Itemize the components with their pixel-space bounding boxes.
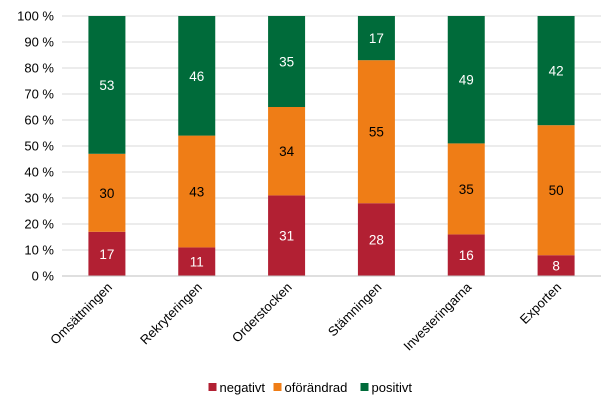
- data-label: 11: [190, 255, 204, 270]
- legend-swatch: [360, 383, 369, 391]
- bar-segment-oförändrad: [447, 143, 485, 235]
- y-tick-label: 40 %: [24, 165, 54, 180]
- bar-segment-oförändrad: [357, 60, 395, 204]
- data-label: 30: [99, 186, 114, 201]
- bar-segment-oförändrad: [88, 153, 126, 232]
- y-tick-label: 100 %: [17, 9, 54, 24]
- y-tick-label: 80 %: [24, 61, 54, 76]
- data-label: 46: [189, 69, 204, 84]
- y-tick-label: 60 %: [24, 113, 54, 128]
- y-tick-label: 10 %: [24, 243, 54, 258]
- x-tick-label: Investeringarna: [400, 279, 475, 354]
- bar-segment-oförändrad: [178, 135, 216, 248]
- data-label: 35: [459, 182, 474, 197]
- data-label: 49: [459, 73, 474, 88]
- y-tick-label: 50 %: [24, 139, 54, 154]
- legend-label: oförändrad: [285, 380, 348, 395]
- bar-segment-oförändrad: [268, 107, 306, 196]
- bar-segment-positivt: [178, 16, 216, 136]
- bar-segment-negativt: [268, 195, 306, 276]
- bar-segment-negativt: [178, 247, 216, 276]
- data-label: 55: [369, 125, 384, 140]
- x-tick-label: Orderstocken: [229, 280, 295, 346]
- bar-segment-positivt: [268, 16, 306, 107]
- x-axis: Omsättningen Rekryteringen Orderstocken Stä…: [47, 275, 601, 354]
- bar-segment-negativt: [357, 203, 395, 276]
- bars: 17 30 53 11 43 46 31 34 35 28 55 17 16 35 49 8 50 42: [88, 16, 575, 276]
- data-label: 43: [189, 185, 204, 200]
- data-label: 16: [459, 248, 474, 263]
- bar-segment-negativt: [88, 231, 126, 276]
- y-tick-label: 30 %: [24, 191, 54, 206]
- bar-segment-positivt: [88, 16, 126, 154]
- bar-segment-positivt: [537, 16, 575, 126]
- y-tick-label: 70 %: [24, 87, 54, 102]
- x-tick-label: Stämningen: [325, 280, 385, 340]
- legend-swatch: [273, 383, 282, 391]
- data-label: 53: [99, 78, 114, 93]
- legend-swatch: [208, 383, 217, 391]
- data-label: 8: [552, 259, 560, 274]
- y-axis: 0 % 10 % 20 % 30 % 40 % 50 % 60 % 70 % 80 % 90 % 1…: [17, 9, 54, 284]
- x-tick-label: Omsättningen: [47, 280, 115, 348]
- data-label: 42: [549, 64, 564, 79]
- data-label: 35: [279, 55, 294, 70]
- gridlines: [62, 15, 601, 251]
- x-tick-label: Rekryteringen: [137, 280, 205, 348]
- legend-label: positivt: [372, 380, 413, 395]
- y-tick-label: 90 %: [24, 35, 54, 50]
- data-label: 28: [369, 233, 384, 248]
- y-tick-label: 20 %: [24, 217, 54, 232]
- bar-segment-positivt: [447, 16, 485, 144]
- legend-label: negativt: [220, 380, 266, 395]
- bar-segment-positivt: [357, 16, 395, 61]
- bar-segment-negativt: [537, 255, 575, 276]
- data-label: 34: [279, 144, 295, 159]
- data-label: 31: [279, 229, 294, 244]
- bar-segment-oförändrad: [537, 125, 575, 256]
- x-tick-label: Exporten: [517, 280, 564, 327]
- data-label: 50: [549, 183, 564, 198]
- y-tick-label: 0 %: [32, 269, 55, 284]
- bar-segment-negativt: [447, 234, 485, 276]
- data-label: 17: [99, 247, 114, 262]
- data-label: 17: [369, 31, 384, 46]
- legend: negativt oförändrad positivt: [208, 380, 413, 395]
